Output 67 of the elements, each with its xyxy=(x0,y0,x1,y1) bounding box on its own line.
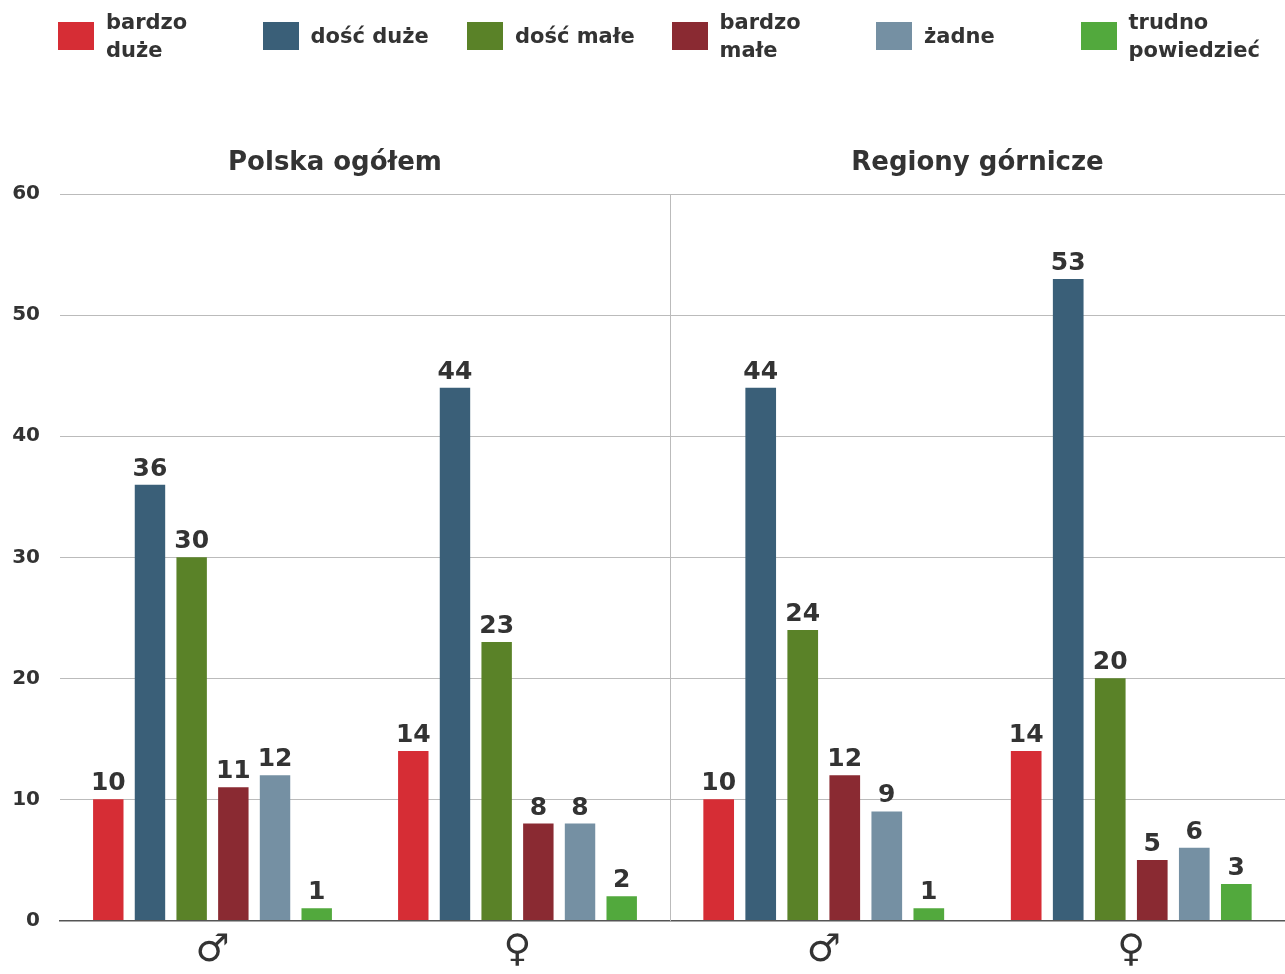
chart-title: Polska ogółem xyxy=(228,146,442,177)
data-label: 23 xyxy=(479,610,515,640)
y-tick-label: 20 xyxy=(12,664,40,689)
data-label: 10 xyxy=(90,767,126,797)
data-label: 1 xyxy=(308,876,326,906)
bar xyxy=(1136,859,1168,920)
bar xyxy=(564,823,596,920)
y-tick-label: 10 xyxy=(12,785,40,810)
legend-label: trudno powiedzieć xyxy=(1128,9,1261,64)
data-label: 11 xyxy=(215,755,251,785)
data-label: 30 xyxy=(174,525,210,555)
bar xyxy=(176,557,207,920)
bar xyxy=(218,787,249,920)
bar xyxy=(606,896,637,920)
bar xyxy=(439,387,471,920)
bar xyxy=(134,484,166,920)
data-label: 8 xyxy=(529,791,548,821)
data-label: 36 xyxy=(132,452,168,482)
bar xyxy=(871,811,903,920)
x-tick-label: ♀ xyxy=(1117,926,1146,971)
bar xyxy=(787,629,819,920)
y-tick-label: 30 xyxy=(12,543,40,568)
bar xyxy=(913,908,945,920)
legend-label: dość małe xyxy=(515,23,635,50)
data-label: 2 xyxy=(613,864,631,894)
data-label: 24 xyxy=(785,597,821,627)
legend-label: żadne xyxy=(924,23,995,50)
data-label: 8 xyxy=(571,791,589,821)
x-tick-label: ♂ xyxy=(195,926,230,971)
data-label: 44 xyxy=(743,355,779,385)
y-tick-label: 60 xyxy=(12,180,40,205)
bar xyxy=(703,799,735,920)
data-label: 1 xyxy=(920,876,938,906)
legend-label: bardzo duże xyxy=(106,9,189,64)
bar xyxy=(93,799,124,920)
bar xyxy=(259,775,291,920)
data-label: 20 xyxy=(1092,646,1128,676)
data-label: 10 xyxy=(701,767,737,797)
bar xyxy=(1178,847,1210,920)
bar xyxy=(523,823,554,920)
data-label: 53 xyxy=(1050,246,1086,276)
data-label: 14 xyxy=(395,718,431,748)
y-tick-label: 50 xyxy=(12,301,40,326)
bar xyxy=(301,908,332,920)
y-tick-label: 40 xyxy=(12,422,40,447)
data-label: 12 xyxy=(257,743,293,773)
data-label: 12 xyxy=(827,743,863,773)
data-label: 3 xyxy=(1227,852,1246,882)
bar xyxy=(829,775,861,920)
bar xyxy=(1094,678,1126,920)
bar xyxy=(398,750,429,920)
bar xyxy=(1052,278,1084,920)
data-label: 9 xyxy=(878,779,896,809)
x-tick-label: ♂ xyxy=(806,926,841,971)
data-label: 14 xyxy=(1008,718,1044,748)
legend-label: dość duże xyxy=(310,23,429,50)
data-label: 5 xyxy=(1143,827,1161,857)
legend-label: bardzo małe xyxy=(719,9,802,64)
bar xyxy=(1010,750,1042,920)
bar xyxy=(745,387,777,920)
x-tick-label: ♀ xyxy=(503,926,532,971)
data-label: 44 xyxy=(437,355,473,385)
data-label: 6 xyxy=(1185,815,1203,845)
y-tick-label: 0 xyxy=(26,906,40,931)
bar xyxy=(1220,884,1252,920)
chart-title: Regiony górnicze xyxy=(851,146,1104,177)
bar xyxy=(481,642,512,920)
